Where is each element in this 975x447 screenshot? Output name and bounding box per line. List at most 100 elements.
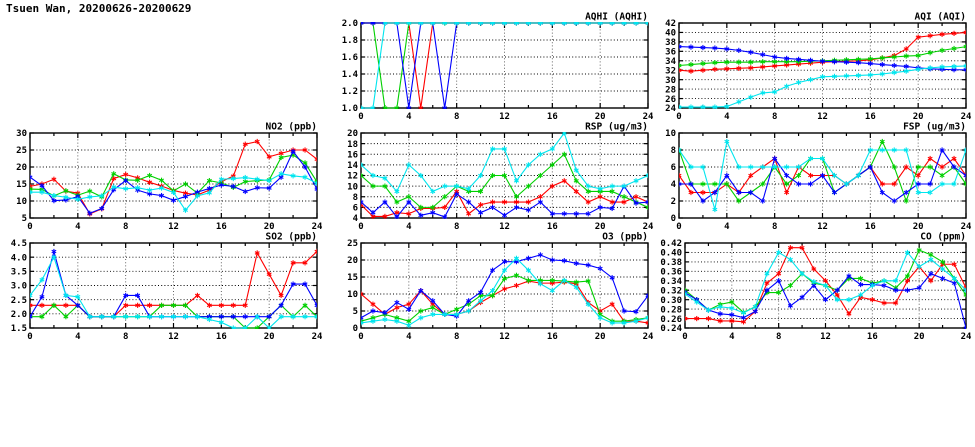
x-tick-label: 16: [867, 332, 878, 342]
x-tick-label: 24: [961, 332, 972, 342]
x-tick-label: 0: [676, 222, 681, 232]
x-tick-label: 4: [406, 112, 412, 122]
y-tick-label: 24: [665, 104, 676, 114]
series-day4-cyan: [361, 132, 648, 195]
x-tick-label: 16: [216, 222, 227, 232]
x-tick-label: 12: [817, 222, 828, 232]
x-tick-label: 12: [820, 332, 831, 342]
chart-series-group: [685, 245, 966, 329]
x-tick-label: 0: [358, 112, 363, 122]
x-tick-label: 16: [865, 112, 876, 122]
y-tick-label: 3.5: [11, 268, 27, 278]
chart-series-group: [361, 252, 648, 328]
x-tick-label: 8: [454, 222, 459, 232]
series-day3-blue: [685, 271, 966, 329]
chart-panel-rsp: RSP (ug/m3) 4 6 8 10 12 14 16 18 20 0 4 8 12 16 20 24: [334, 122, 654, 234]
y-tick-label: 25: [16, 146, 27, 156]
chart-panel-fsp: FSP (ug/m3) 0 2 4 6 8 10 0 4 8 12 16 20 24: [652, 122, 972, 234]
x-tick-label: 4: [75, 332, 81, 342]
x-tick-label: 12: [168, 332, 179, 342]
x-tick-label: 20: [595, 222, 606, 232]
x-tick-label: 24: [312, 222, 323, 232]
y-tick-label: 10: [16, 197, 27, 207]
x-tick-label: 24: [312, 332, 323, 342]
x-tick-label: 4: [724, 112, 730, 122]
chart-svg-no2: NO2 (ppb) 5 10 15 20 25 30 0 4 8 12 16 20 24: [16, 122, 323, 232]
x-tick-label: 0: [358, 332, 363, 342]
chart-series-group: [361, 22, 648, 109]
chart-title-aqi: AQI (AQI): [915, 12, 966, 23]
chart-series-group: [30, 138, 317, 217]
y-tick-label: 10: [347, 290, 358, 300]
y-tick-label: 0.42: [660, 239, 682, 249]
x-tick-label: 16: [547, 222, 558, 232]
x-tick-label: 16: [865, 222, 876, 232]
y-tick-label: 12: [347, 172, 358, 182]
series-day1-red: [30, 138, 317, 217]
series-day1-red: [361, 178, 648, 219]
y-tick-label: 20: [347, 256, 358, 266]
x-tick-label: 4: [724, 222, 730, 232]
chart-panel-co: CO (ppm) 0.24 0.26 0.28 0.30 0.32 0.34 0.36 0.38…: [652, 232, 972, 344]
y-tick-label: 0.32: [660, 286, 682, 296]
chart-panel-o3: O3 (ppb) 0 5 10 15 20 25 0 4 8 12 16 20 24: [334, 232, 654, 344]
chart-series-group: [679, 138, 966, 213]
chart-title-co: CO (ppm): [920, 232, 966, 243]
x-tick-label: 4: [75, 222, 81, 232]
y-tick-label: 0.30: [660, 296, 682, 306]
x-tick-label: 20: [913, 222, 924, 232]
x-tick-label: 8: [454, 112, 459, 122]
x-tick-label: 8: [123, 222, 128, 232]
series-day4-cyan: [679, 63, 966, 109]
page-title: Tsuen Wan, 20200626-20200629: [6, 2, 192, 15]
series-day4-cyan: [685, 249, 966, 316]
x-tick-label: 24: [961, 112, 972, 122]
x-tick-label: 20: [264, 222, 275, 232]
chart-title-so2: SO2 (ppb): [266, 232, 317, 243]
x-tick-label: 12: [168, 222, 179, 232]
chart-series-group: [679, 29, 966, 109]
x-tick-label: 8: [772, 222, 777, 232]
y-tick-label: 1.0: [342, 104, 358, 114]
y-tick-label: 4: [671, 180, 677, 190]
y-tick-label: 4: [353, 214, 359, 224]
x-tick-label: 24: [961, 222, 972, 232]
y-tick-label: 8: [353, 193, 358, 203]
x-tick-label: 12: [499, 332, 510, 342]
y-tick-label: 16: [347, 150, 358, 160]
x-tick-label: 20: [914, 332, 925, 342]
x-tick-label: 16: [216, 332, 227, 342]
chart-title-aqhi: AQHI (AQHI): [585, 12, 648, 23]
y-tick-label: 20: [16, 163, 27, 173]
y-tick-label: 0.24: [660, 324, 682, 334]
x-tick-label: 4: [406, 332, 412, 342]
x-tick-label: 20: [264, 332, 275, 342]
y-tick-label: 8: [671, 146, 676, 156]
chart-title-no2: NO2 (ppb): [266, 122, 317, 133]
y-tick-label: 5: [353, 307, 358, 317]
x-tick-label: 8: [123, 332, 128, 342]
y-tick-label: 2.0: [342, 19, 358, 29]
y-tick-label: 30: [16, 129, 27, 139]
chart-series-group: [361, 132, 648, 219]
chart-svg-so2: SO2 (ppb) 1.5 2.0 2.5 3.0 3.5 4.0 4.5 0 4 8 12 16 20 2…: [11, 232, 323, 342]
y-tick-label: 1.4: [342, 70, 359, 80]
y-tick-label: 3.0: [11, 282, 27, 292]
chart-panel-no2: NO2 (ppb) 5 10 15 20 25 30 0 4 8 12 16 20 24: [3, 122, 323, 234]
x-tick-label: 12: [817, 112, 828, 122]
y-tick-label: 38: [665, 38, 676, 48]
chart-title-rsp: RSP (ug/m3): [585, 122, 648, 133]
chart-panel-aqhi: AQHI (AQHI) 1.0 1.2 1.4 1.6 1.8 2.0 0 4 8 12 16 20 24: [334, 12, 654, 124]
x-tick-label: 8: [772, 112, 777, 122]
series-day4-cyan: [361, 255, 648, 328]
series-day4-cyan: [361, 22, 648, 109]
y-tick-label: 28: [665, 85, 676, 95]
x-tick-label: 20: [913, 112, 924, 122]
y-tick-label: 0: [353, 324, 358, 334]
x-tick-label: 8: [776, 332, 781, 342]
x-tick-label: 24: [643, 332, 654, 342]
y-tick-label: 30: [665, 76, 676, 86]
y-tick-label: 1.6: [342, 53, 358, 63]
y-tick-label: 14: [347, 161, 358, 171]
